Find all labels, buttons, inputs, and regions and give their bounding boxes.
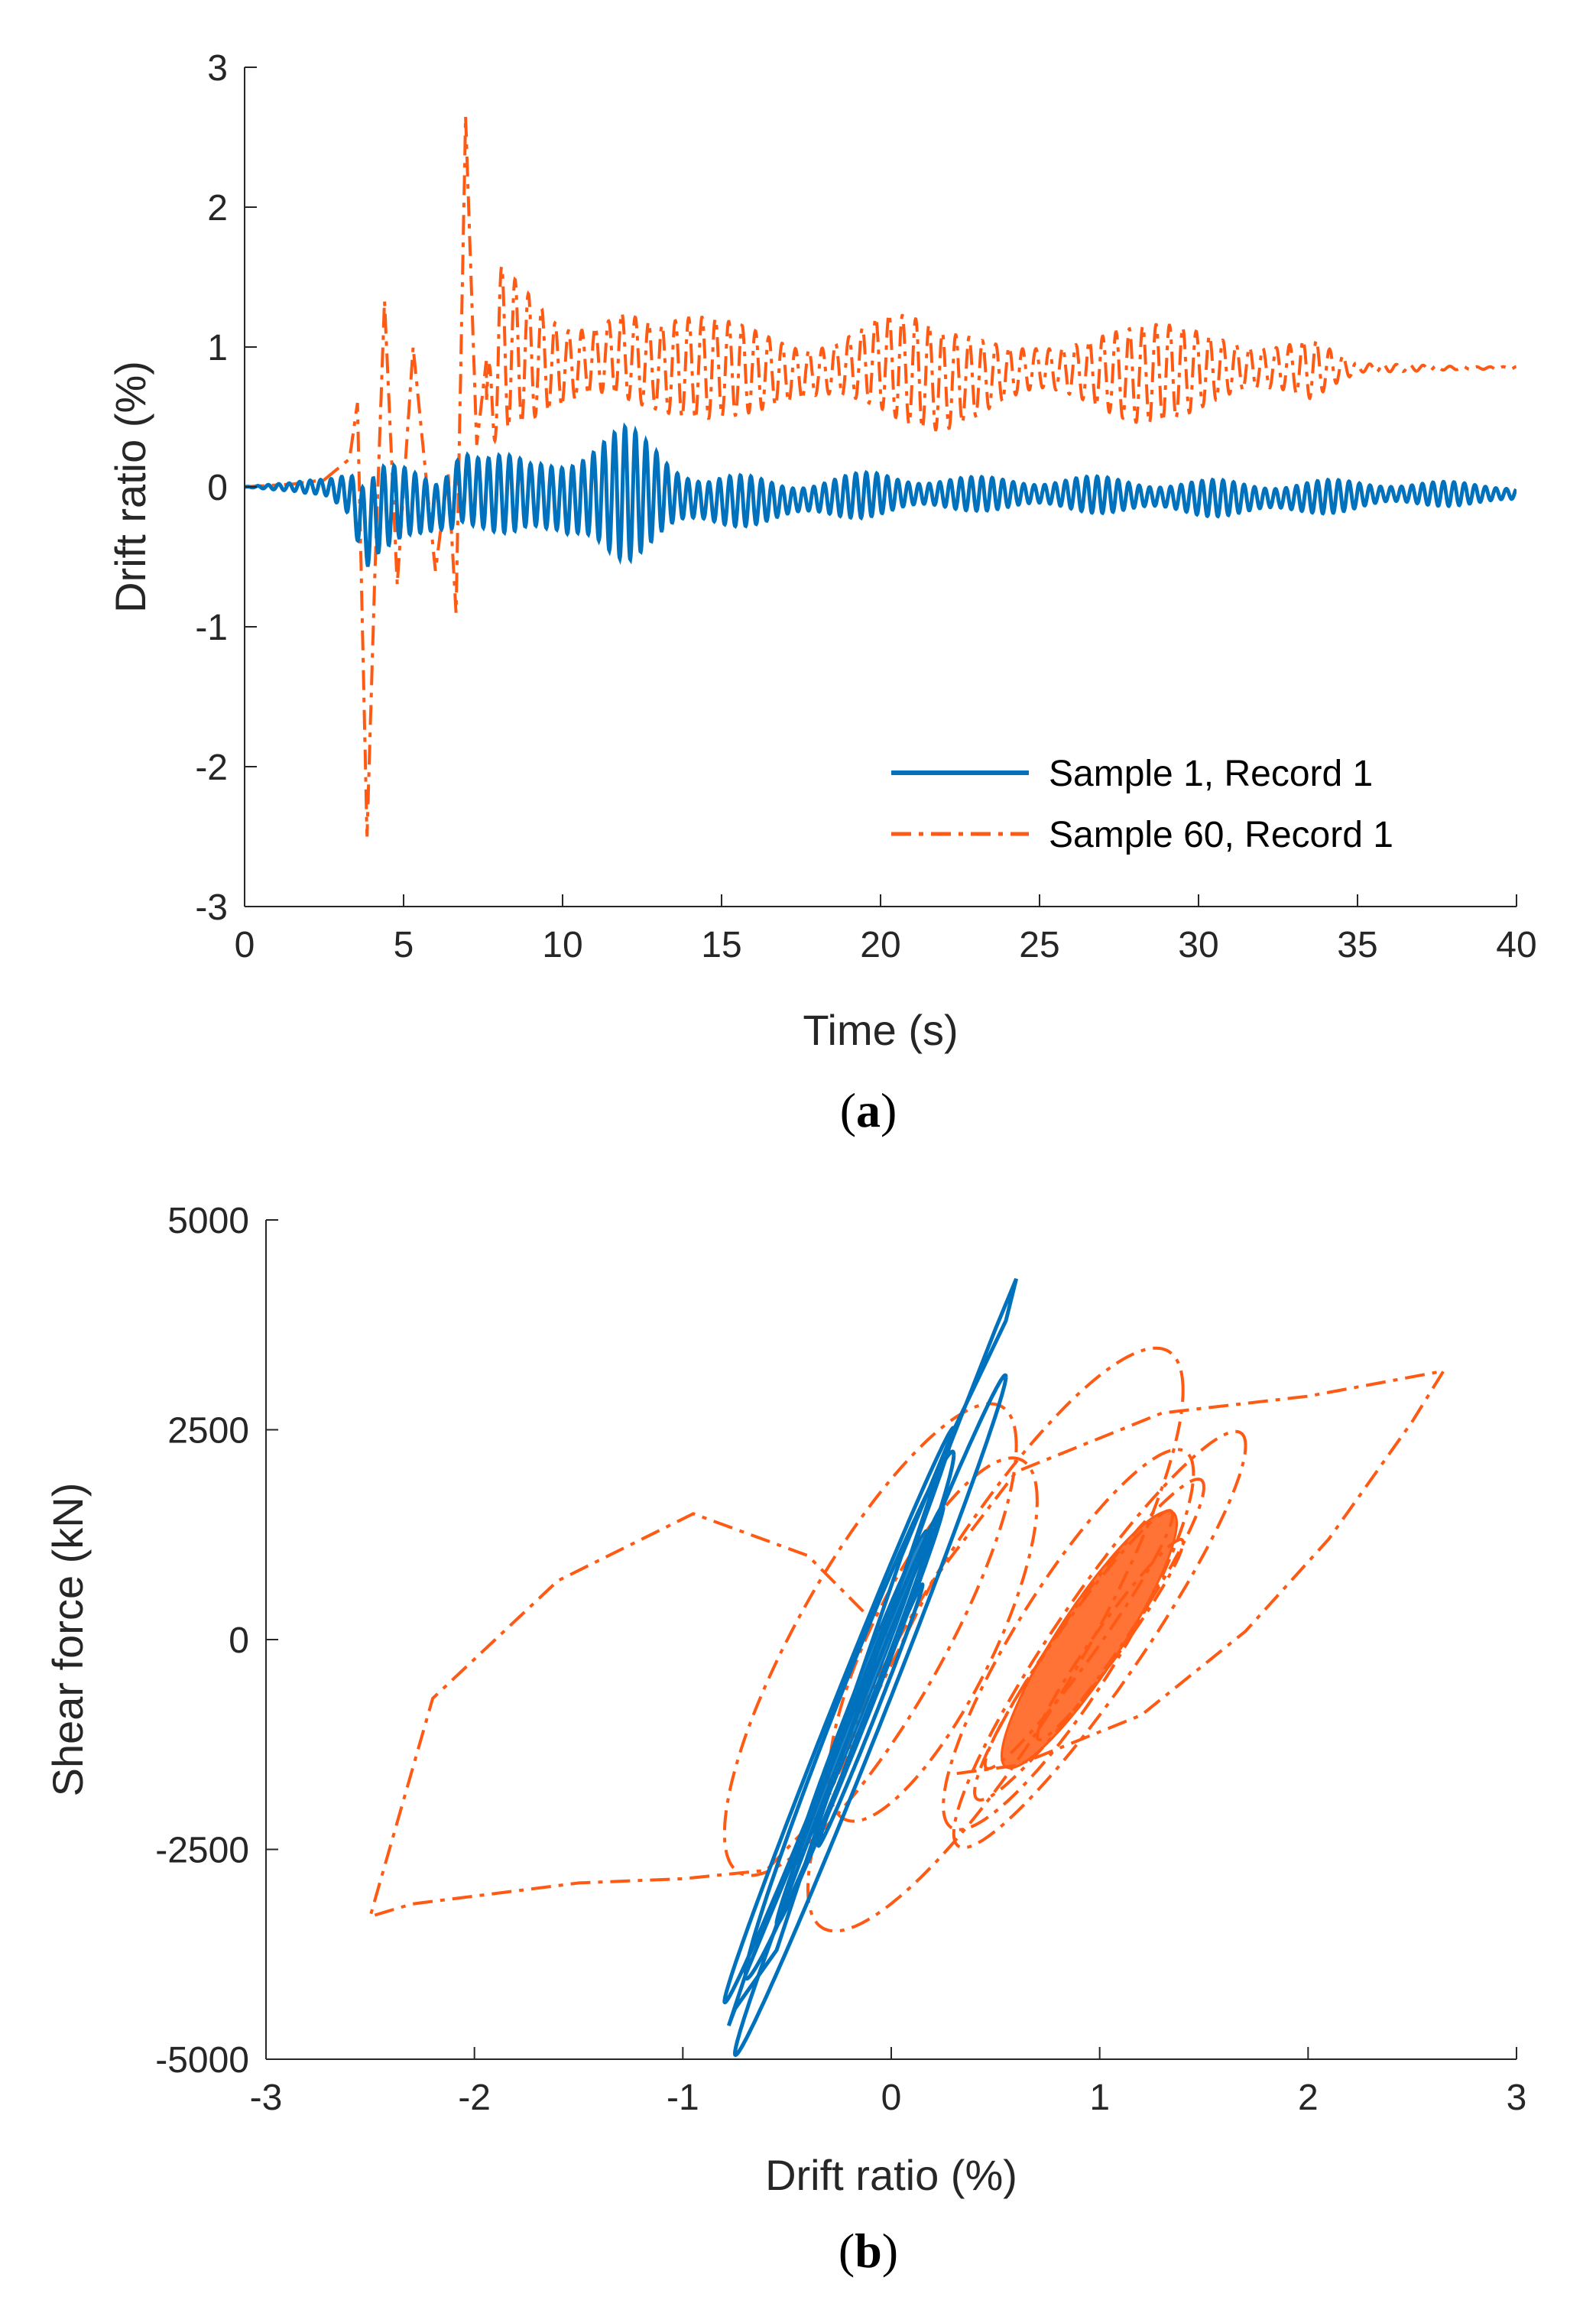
chart-b-x-tick-label: 3 xyxy=(1507,2078,1527,2118)
chart-a: 0 5 10 15 20 25 30 35 40 -3 -2 -1 0 1 2 3 Time (s) Drif… xyxy=(106,48,1537,1137)
chart-a-ticks: 0 5 10 15 20 25 30 35 40 -3 -2 -1 0 1 2 3 xyxy=(195,48,1536,965)
hysteresis-loop-sample-60 xyxy=(973,1478,1205,1802)
chart-a-x-tick-label: 20 xyxy=(860,925,900,965)
chart-a-y-tick-label: -2 xyxy=(195,748,228,788)
chart-b-y-tick-label: -2500 xyxy=(155,1831,249,1871)
chart-a-x-tick-label: 35 xyxy=(1337,925,1377,965)
chart-b-y-tick-label: 2500 xyxy=(167,1411,249,1452)
chart-a-plot-area xyxy=(245,116,1517,837)
hysteresis-core-sample-60 xyxy=(1000,1510,1179,1770)
chart-a-y-tick-label: 3 xyxy=(207,48,228,89)
chart-a-y-tick-label: 0 xyxy=(207,468,228,508)
hysteresis-loop-sample-60 xyxy=(952,1429,1247,1850)
chart-b-y-tick-label: 0 xyxy=(229,1620,249,1661)
chart-a-x-tick-label: 30 xyxy=(1178,925,1218,965)
hysteresis-core-sample-1 xyxy=(792,1529,928,1868)
chart-a-x-label: Time (s) xyxy=(803,1006,958,1054)
chart-b-y-tick-label: -5000 xyxy=(155,2040,249,2081)
hysteresis-loop-sample-60 xyxy=(722,1402,1018,1877)
hysteresis-loop-sample-1 xyxy=(816,1582,925,1848)
chart-a-y-tick-label: -3 xyxy=(195,887,228,928)
chart-a-y-tick-label: 2 xyxy=(207,188,228,229)
series-line-sample-60 xyxy=(245,116,1517,837)
chart-b-x-tick-label: 1 xyxy=(1089,2078,1110,2118)
chart-a-x-tick-label: 25 xyxy=(1019,925,1059,965)
chart-b-x-label: Drift ratio (%) xyxy=(765,2151,1017,2199)
chart-b-ticks: -3 -2 -1 0 1 2 3 -5000 -2500 0 2500 5000 xyxy=(155,1201,1526,2118)
chart-a-y-tick-label: -1 xyxy=(195,608,228,648)
chart-a-x-tick-label: 5 xyxy=(394,925,414,965)
chart-a-y-label: Drift ratio (%) xyxy=(106,361,154,613)
legend-label-series-1: Sample 1, Record 1 xyxy=(1049,754,1373,794)
caption-b: (b) xyxy=(839,2224,898,2278)
chart-b-plot-area xyxy=(368,1277,1447,2058)
legend-label-series-2: Sample 60, Record 1 xyxy=(1049,815,1393,855)
chart-a-x-tick-label: 0 xyxy=(235,925,255,965)
chart-a-x-tick-label: 15 xyxy=(701,925,741,965)
chart-a-y-tick-label: 1 xyxy=(207,328,228,368)
hysteresis-loop-sample-1 xyxy=(743,1449,956,1981)
caption-a: (a) xyxy=(840,1083,897,1137)
chart-b-x-tick-label: 0 xyxy=(881,2078,902,2118)
chart-b-y-tick-label: 5000 xyxy=(167,1201,249,1241)
hysteresis-loop-sample-60 xyxy=(942,1448,1195,1831)
hysteresis-loop-sample-1 xyxy=(732,1373,1008,2058)
chart-b-x-tick-label: -3 xyxy=(250,2078,283,2118)
hysteresis-envelope-sample-60 xyxy=(368,1368,1447,1919)
chart-a-legend: Sample 1, Record 1 Sample 60, Record 1 xyxy=(891,754,1393,855)
chart-b-x-tick-label: 2 xyxy=(1298,2078,1319,2118)
chart-b-x-tick-label: -2 xyxy=(458,2078,491,2118)
series-line-sample-1 xyxy=(245,422,1517,567)
chart-a-x-tick-label: 10 xyxy=(542,925,582,965)
chart-a-x-tick-label: 40 xyxy=(1496,925,1536,965)
chart-b-x-tick-label: -1 xyxy=(667,2078,699,2118)
chart-b-y-label: Shear force (kN) xyxy=(44,1483,92,1797)
chart-b: -3 -2 -1 0 1 2 3 -5000 -2500 0 2500 5000 Drift rati… xyxy=(44,1201,1526,2278)
